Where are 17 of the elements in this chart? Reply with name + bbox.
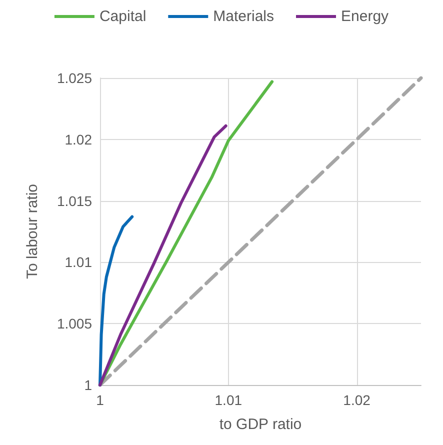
y-tick-label: 1.025 [56, 70, 92, 86]
y-tick-label: 1.02 [64, 131, 92, 148]
y-tick-label: 1.015 [56, 192, 92, 209]
legend-label: Capital [99, 8, 146, 25]
y-axis-title: To labour ratio [24, 184, 41, 280]
line-series [98, 124, 228, 386]
y-tick-label: 1.01 [64, 254, 92, 270]
legend-label: Materials [213, 8, 274, 25]
x-axis-title: to GDP ratio [219, 416, 302, 433]
x-tick-label: 1.01 [214, 392, 242, 408]
y-tick-label: 1.005 [56, 316, 92, 332]
line-series [98, 215, 134, 386]
line-series [98, 80, 274, 386]
legend-label: Energy [341, 8, 390, 25]
x-tick-label: 1 [96, 392, 104, 408]
y-tick-label: 1 [84, 377, 92, 393]
x-tick-label: 1.02 [343, 392, 371, 408]
